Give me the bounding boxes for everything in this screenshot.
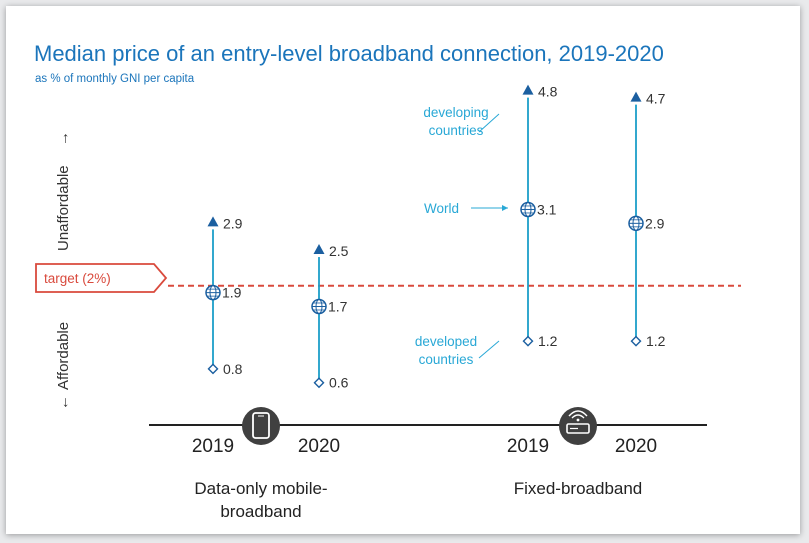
bar-g0-2020-world-label: 1.7 (328, 298, 348, 314)
target-tag (35, 263, 168, 293)
developed-annotation-pointer (478, 340, 500, 359)
affordable-arrow: ← (55, 395, 72, 410)
group-label-1-line1: Fixed-broadband (514, 479, 643, 498)
year-label-g0-2020: 2020 (298, 436, 340, 457)
affordable-label: Affordable (55, 322, 72, 390)
year-label-g0-2019: 2019 (192, 436, 234, 457)
bar-g1-2020-world-marker (628, 215, 644, 232)
bar-g1-2020-world-label: 2.9 (645, 215, 665, 231)
range-chart: Median price of an entry-level broadband… (34, 41, 741, 521)
world-annotation: World (424, 201, 459, 216)
bar-g0-2019-world-marker (205, 284, 221, 301)
chart-subtitle: as % of monthly GNI per capita (35, 73, 195, 85)
bar-g1-2019-developed-marker (522, 335, 534, 347)
developing-annotation-pointer (478, 113, 500, 133)
bar-g1-2019-developing-marker (522, 84, 534, 95)
bar-g0-2020-developing-label: 2.5 (329, 243, 349, 259)
chart-card: Median price of an entry-level broadband… (6, 6, 800, 534)
bar-g0-2020-developed-label: 0.6 (329, 375, 349, 391)
bar-g0-2020-developing-marker (313, 244, 325, 255)
bar-g1-2019-developing-label: 4.8 (538, 84, 558, 100)
world-annotation-arrowhead (502, 205, 508, 211)
developing-annotation-line2: countries (429, 123, 484, 138)
mobile-phone-icon (242, 407, 280, 445)
bar-g1-2020-developing-marker (630, 91, 642, 102)
year-label-g1-2019: 2019 (507, 436, 549, 457)
bar-g1-2019-developed-label: 1.2 (538, 333, 558, 349)
target-group: target (2%) (35, 263, 741, 293)
bar-g1-2019-world-label: 3.1 (537, 201, 557, 217)
developing-annotation-line1: developing (423, 105, 488, 120)
bar-g1-2020-developed-marker (630, 335, 642, 347)
bar-g0-2020-world-marker (311, 298, 327, 315)
target-label: target (2%) (44, 271, 111, 286)
bar-g0-2019-world-label: 1.9 (222, 285, 242, 301)
bar-g1-2020-developing-label: 4.7 (646, 91, 666, 107)
group-label-0-line1: Data-only mobile- (194, 479, 327, 498)
bar-g0-2019-developed-marker (207, 363, 219, 375)
bar-g0-2019-developing-marker (207, 216, 219, 227)
developed-annotation-line1: developed (415, 334, 477, 349)
bar-g0-2019-developed-label: 0.8 (223, 361, 243, 377)
year-label-g1-2020: 2020 (615, 436, 657, 457)
bar-g0-2020-developed-marker (313, 377, 325, 389)
bar-g1-2020-developed-label: 1.2 (646, 333, 666, 349)
bar-g0-2019-developing-label: 2.9 (223, 215, 243, 231)
unaffordable-arrow: → (55, 131, 72, 146)
group-label-0-line2: broadband (220, 502, 301, 521)
developed-annotation-line2: countries (419, 352, 474, 367)
wifi-router-icon (559, 407, 597, 445)
unaffordable-label: Unaffordable (55, 165, 72, 251)
chart-title: Median price of an entry-level broadband… (34, 41, 664, 66)
bar-g1-2019-world-marker (520, 201, 536, 218)
